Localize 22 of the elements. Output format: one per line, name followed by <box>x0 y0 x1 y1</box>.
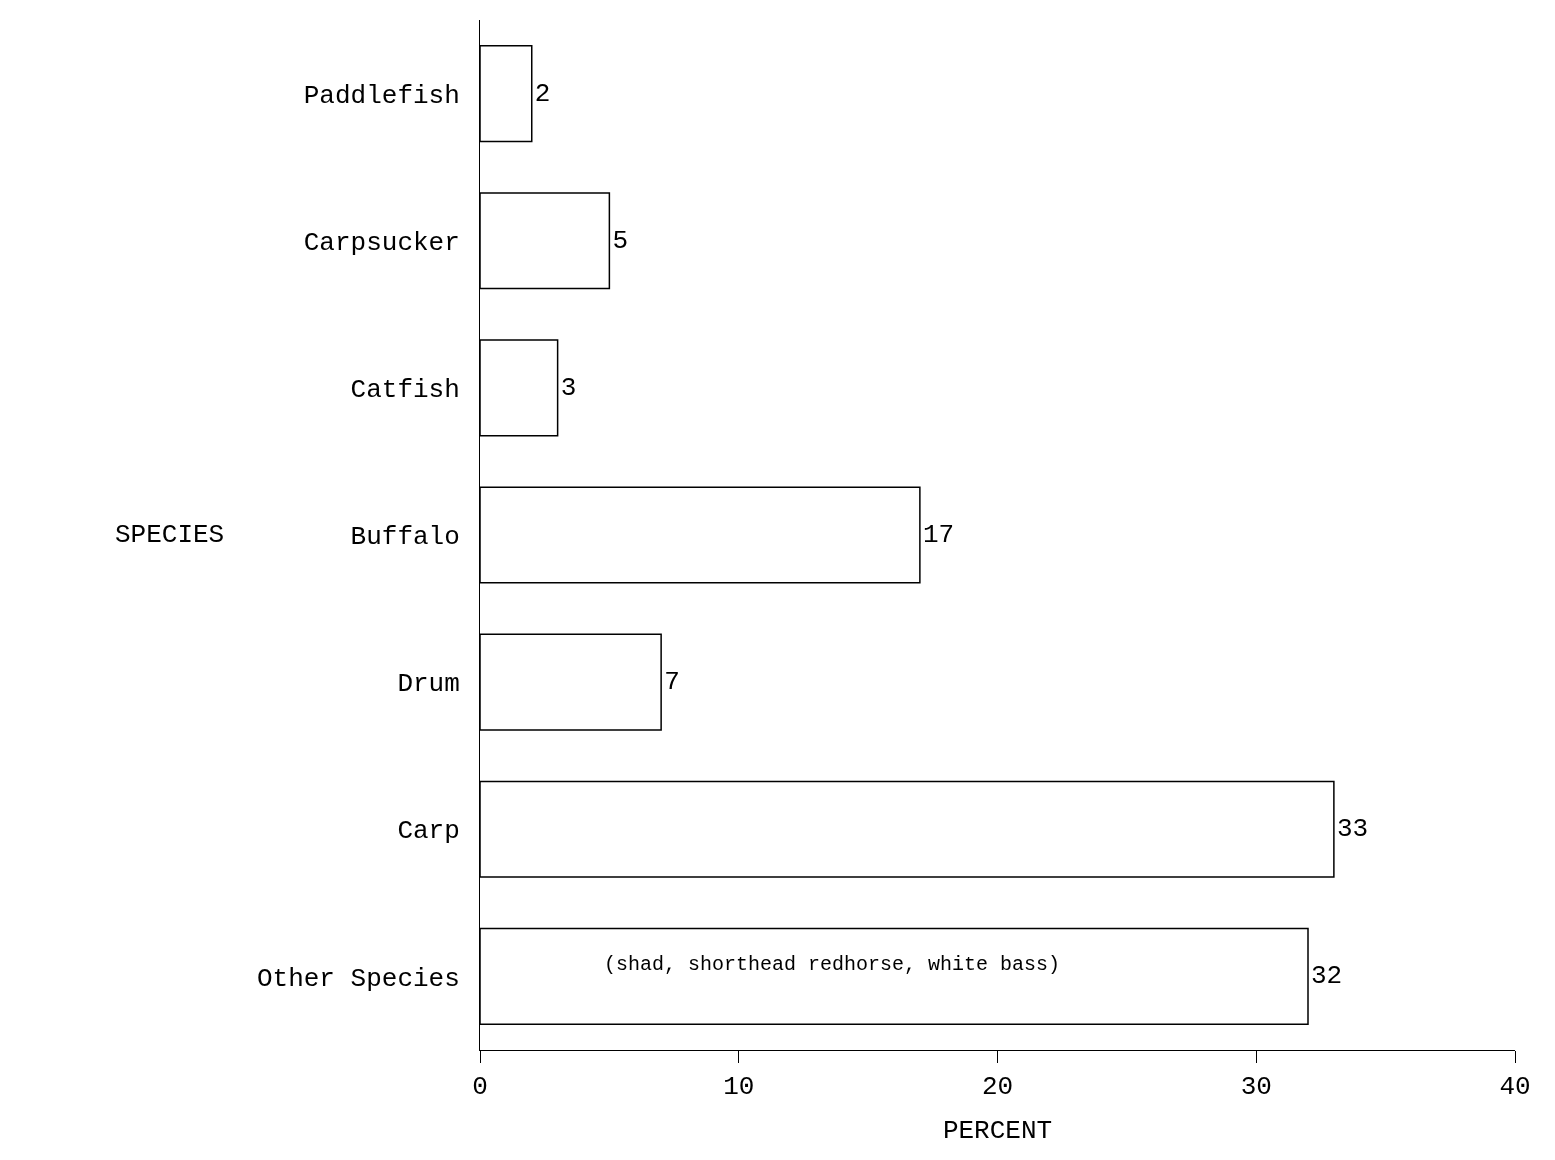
y-tick-label: Other Species <box>256 963 460 994</box>
x-tick-label: 0 <box>472 1072 488 1103</box>
annotation: (shad, shorthead redhorse, white bass) <box>604 953 1061 976</box>
y-axis-title: SPECIES <box>115 520 225 550</box>
x-tick-label: 30 <box>1240 1072 1272 1103</box>
y-tick-label: Carp <box>397 816 460 847</box>
y-tick-label: Buffalo <box>350 522 460 553</box>
data-label: 33 <box>1336 814 1369 845</box>
x-axis-title: PERCENT <box>942 1116 1053 1146</box>
y-tick-label: Paddlefish <box>303 80 460 111</box>
data-label: 5 <box>612 225 628 256</box>
x-tick-label: 20 <box>981 1072 1014 1103</box>
data-label: 17 <box>922 520 955 550</box>
x-tick-label: 40 <box>1499 1072 1531 1103</box>
y-tick-label: Drum <box>397 669 460 700</box>
data-label: 2 <box>534 78 551 109</box>
data-label: 3 <box>560 372 577 403</box>
y-tick-label: Carpsucker <box>303 227 460 258</box>
data-label: 7 <box>664 667 680 698</box>
x-tick-label: 10 <box>723 1072 755 1103</box>
y-tick-label: Catfish <box>350 374 460 405</box>
data-label: 32 <box>1311 961 1343 992</box>
